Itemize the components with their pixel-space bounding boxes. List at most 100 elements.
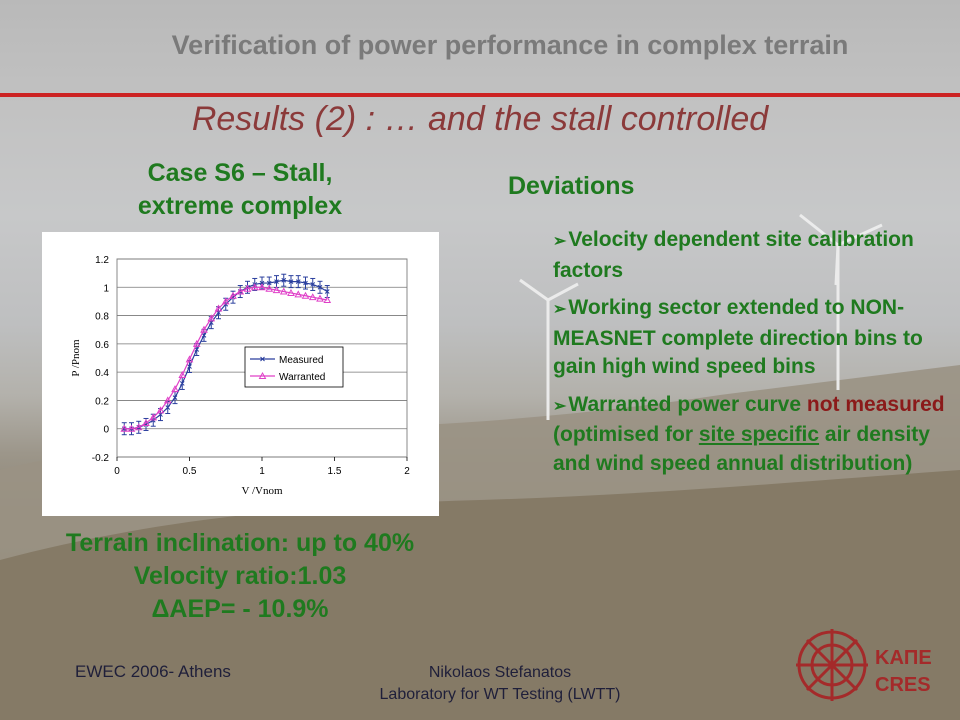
data-point-warranted [243, 284, 252, 292]
data-point-measured [266, 280, 272, 286]
legend-marker [260, 356, 265, 362]
data-point-measured [317, 284, 323, 290]
y-tick-label: 0.6 [95, 340, 109, 351]
data-point-warranted [178, 370, 187, 378]
data-point-measured [259, 280, 265, 286]
footer-author-block: Nikolaos Stefanatos Laboratory for WT Te… [340, 662, 660, 706]
legend-label: Warranted [279, 372, 325, 383]
data-point-warranted [294, 290, 303, 298]
y-tick-label: 0.4 [95, 368, 109, 379]
y-tick-label: 0.2 [95, 396, 109, 407]
delta-aep-text: ΔAEP= - 10.9% [151, 595, 329, 623]
y-tick-label: 1 [103, 283, 109, 294]
y-axis-label: P /Pnom [70, 339, 82, 377]
y-tick-label: -0.2 [92, 453, 110, 464]
deviation-item: ➢Working sector extended to NON-MEASNET … [553, 294, 948, 382]
data-point-warranted [142, 419, 150, 427]
data-point-warranted [287, 288, 295, 296]
deviation-text-underline: site specific [698, 423, 820, 446]
data-point-warranted [316, 294, 324, 302]
footer-author: Nikolaos Stefanatos [428, 664, 572, 681]
case-title-line1: Case S6 – Stall, [147, 159, 333, 187]
wind-turbine-icons [519, 213, 883, 420]
legend-box [244, 346, 344, 388]
footer-event: EWEC 2006- Athens [75, 662, 231, 681]
data-point-warranted [250, 283, 259, 291]
data-point-warranted [301, 291, 310, 299]
data-point-measured [324, 289, 330, 294]
deviation-item: ➢Velocity dependent site calibration fac… [553, 226, 948, 285]
data-point-warranted [156, 406, 165, 414]
slide-subtitle: Results (2) : … and the stall controlled [191, 100, 769, 138]
deviation-text-c: air density and wind speed annual distri… [553, 423, 930, 475]
data-point-warranted [192, 339, 201, 347]
deviation-text: Working sector extended to NON-MEASNET c… [553, 296, 923, 378]
data-point-warranted [120, 424, 129, 432]
data-point-measured [172, 395, 178, 400]
logo-text-greek: ΚΑΠΕ [875, 647, 932, 669]
x-tick-label: 0 [114, 466, 120, 477]
data-point-warranted [221, 297, 230, 305]
data-point-measured [179, 381, 185, 386]
y-tick-label: 1.2 [95, 255, 109, 266]
data-point-measured [194, 347, 200, 352]
deviations-list: ➢Velocity dependent site calibration fac… [553, 226, 948, 487]
data-point-warranted [149, 413, 158, 421]
data-point-measured [295, 279, 301, 284]
data-point-measured [303, 280, 308, 286]
data-point-measured [281, 277, 287, 283]
x-tick-label: 1.5 [328, 466, 342, 477]
data-point-warranted [236, 287, 245, 295]
data-point-warranted [272, 286, 281, 294]
deviation-item: ➢Warranted power curve not measured (opt… [553, 391, 948, 479]
data-point-measured [201, 333, 207, 338]
data-point-measured [187, 364, 192, 369]
x-tick-label: 1 [259, 466, 265, 477]
footer-lab: Laboratory for WT Testing (LWTT) [379, 686, 621, 703]
deviations-heading: Deviations [508, 172, 635, 200]
terrain-inclination-text: Terrain inclination: up to 40% [65, 529, 415, 557]
deviation-text-b: (optimised for [553, 423, 699, 446]
data-point-warranted [134, 423, 143, 431]
arrow-bullet-icon: ➢ [553, 397, 567, 415]
data-point-warranted [185, 355, 194, 363]
power-curve-svg: -0.2 0 0.2 0.4 0.6 0.8 1 1.2 0 0.5 1 1.5 2 V /Vnom P /… [70, 255, 410, 497]
data-point-warranted [163, 396, 172, 404]
data-point-warranted [127, 424, 136, 432]
deviation-text: Velocity dependent site calibration fact… [553, 228, 914, 282]
logo-text-latin: CRES [875, 674, 931, 696]
title-divider [0, 93, 960, 97]
data-point-warranted [308, 293, 317, 301]
data-point-warranted [258, 283, 266, 291]
case-title-line2: extreme complex [137, 192, 343, 220]
arrow-bullet-icon: ➢ [553, 301, 567, 318]
deviation-text-a: Warranted power curve [568, 392, 807, 416]
data-point-measured [165, 405, 171, 410]
data-point-warranted [171, 385, 179, 393]
power-curve-chart: -0.2 0 0.2 0.4 0.6 0.8 1 1.2 0 0.5 1 1.5 2 V /Vnom P /… [42, 232, 439, 516]
x-tick-label: 2 [404, 466, 410, 477]
arrow-bullet-icon: ➢ [553, 233, 567, 250]
y-tick-label: 0 [103, 425, 109, 436]
y-tick-label: 0.8 [95, 312, 109, 323]
terrain-summary: Terrain inclination: up to 40% Velocity … [0, 527, 480, 626]
case-title: Case S6 – Stall, extreme complex [40, 157, 440, 223]
data-point-warranted [323, 295, 332, 304]
data-point-warranted [214, 304, 223, 312]
data-point-warranted [200, 325, 208, 333]
legend-label: Measured [279, 355, 323, 366]
data-point-warranted [207, 314, 216, 322]
x-tick-label: 0.5 [183, 466, 197, 477]
data-point-measured [288, 279, 294, 284]
legend-marker [258, 371, 267, 379]
slide-title: Verification of power performance in com… [171, 30, 849, 60]
data-point-measured [274, 279, 279, 284]
cres-logo-icon [796, 629, 868, 701]
x-axis-label: V /Vnom [241, 485, 282, 497]
data-point-warranted [265, 284, 274, 292]
data-point-warranted [279, 287, 288, 295]
data-point-warranted [229, 291, 237, 299]
velocity-ratio-text: Velocity ratio:1.03 [133, 562, 347, 590]
data-point-measured [310, 282, 316, 287]
deviation-text-highlight: not measured [806, 392, 945, 416]
